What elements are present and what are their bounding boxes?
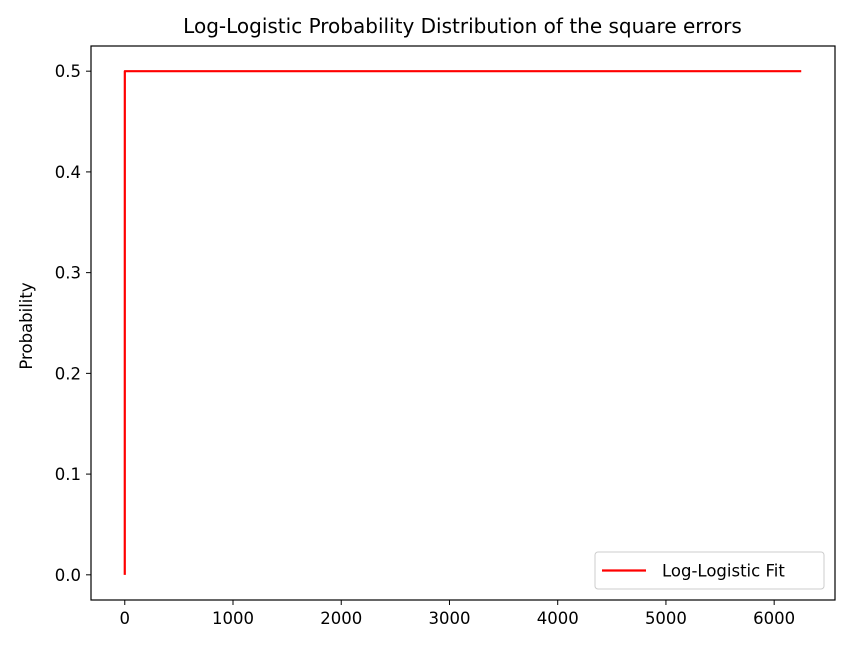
x-tick-label: 2000 xyxy=(320,609,362,628)
y-tick-label: 0.3 xyxy=(55,264,81,283)
y-tick-label: 0.4 xyxy=(55,163,81,182)
y-axis-ticks: 0.0 0.1 0.2 0.3 0.4 0.5 xyxy=(55,62,91,585)
plot-area xyxy=(91,46,835,600)
series-line-0 xyxy=(123,70,802,575)
y-tick-label: 0.5 xyxy=(55,62,81,81)
x-axis-ticks: 0 1000 2000 3000 4000 5000 6000 xyxy=(120,600,795,628)
legend-label-log-logistic-fit: Log-Logistic Fit xyxy=(662,562,785,581)
x-tick-label: 3000 xyxy=(428,609,470,628)
x-tick-label: 0 xyxy=(120,609,131,628)
y-tick-label: 0.1 xyxy=(55,465,81,484)
x-tick-label: 6000 xyxy=(753,609,795,628)
y-tick-label: 0.2 xyxy=(55,364,81,383)
chart-title: Log-Logistic Probability Distribution of… xyxy=(183,14,742,38)
legend: Log-Logistic Fit xyxy=(594,551,825,590)
x-tick-label: 4000 xyxy=(537,609,579,628)
legend-box xyxy=(594,551,825,590)
x-tick-label: 5000 xyxy=(645,609,687,628)
plot-frame xyxy=(90,45,836,601)
y-axis-label: Probability xyxy=(17,282,36,369)
y-tick-label: 0.0 xyxy=(55,566,81,585)
x-tick-label: 1000 xyxy=(212,609,254,628)
series-layer xyxy=(123,70,802,575)
